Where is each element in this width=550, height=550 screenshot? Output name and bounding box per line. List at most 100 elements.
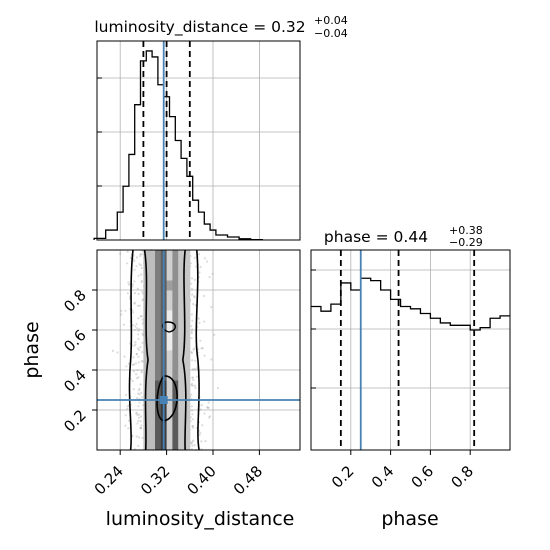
joint-point bbox=[126, 250, 129, 253]
joint-point bbox=[125, 393, 128, 396]
joint-point bbox=[131, 324, 135, 327]
lum-title-param: luminosity_distance bbox=[94, 18, 248, 37]
joint-point bbox=[138, 328, 141, 331]
joint-contour-inner bbox=[156, 375, 178, 422]
phase-xtick-label-3: 0.8 bbox=[447, 462, 477, 492]
joint-point bbox=[134, 341, 137, 344]
joint-density-cell bbox=[178, 430, 191, 441]
joint-point bbox=[133, 363, 136, 366]
joint-point bbox=[203, 412, 206, 415]
joint-point bbox=[190, 330, 193, 333]
joint-density-cell bbox=[172, 410, 179, 421]
joint-density-cell bbox=[143, 370, 156, 381]
joint-density-cell bbox=[143, 250, 156, 261]
joint-point bbox=[208, 416, 211, 419]
joint-point bbox=[140, 424, 143, 427]
joint-point bbox=[199, 408, 202, 411]
joint-point bbox=[203, 257, 207, 260]
joint-point bbox=[122, 323, 126, 326]
joint-point bbox=[206, 406, 209, 409]
joint-point bbox=[200, 403, 203, 407]
joint-point bbox=[203, 354, 206, 357]
joint-density-cell bbox=[143, 410, 156, 421]
joint-point bbox=[137, 274, 140, 277]
joint-density-cell bbox=[172, 440, 179, 451]
joint-point bbox=[208, 415, 212, 418]
joint-point bbox=[197, 317, 200, 320]
joint-point bbox=[136, 304, 140, 307]
joint-density-cell bbox=[166, 350, 173, 361]
joint-density-cell bbox=[155, 370, 162, 381]
joint-point bbox=[135, 435, 138, 438]
joint-density-cell bbox=[166, 270, 173, 281]
joint-point bbox=[190, 325, 193, 328]
joint-density-cell bbox=[166, 380, 173, 391]
joint-point bbox=[191, 426, 194, 429]
joint-point bbox=[133, 280, 136, 283]
joint-point bbox=[137, 348, 140, 351]
phase-title-upper: +0.38 bbox=[449, 224, 483, 237]
joint-point bbox=[135, 352, 138, 356]
joint-density-cell bbox=[155, 320, 162, 331]
joint-point bbox=[140, 391, 143, 394]
joint-point bbox=[116, 351, 119, 354]
joint-density-cell bbox=[155, 400, 162, 411]
joint-point bbox=[141, 341, 144, 344]
joint-density-cell bbox=[143, 420, 156, 431]
joint-point bbox=[191, 368, 194, 371]
joint-point bbox=[127, 281, 130, 284]
joint-point bbox=[126, 405, 129, 408]
joint-point bbox=[135, 373, 138, 376]
joint-density-cell bbox=[166, 420, 173, 431]
joint-density-cell bbox=[143, 280, 156, 291]
joint-point bbox=[206, 260, 209, 263]
joint-point bbox=[191, 328, 194, 331]
joint-point bbox=[141, 351, 144, 354]
joint-point bbox=[141, 396, 144, 399]
joint-point bbox=[135, 411, 138, 414]
joint-density-cell bbox=[155, 440, 162, 451]
joint-point bbox=[190, 313, 193, 316]
xlabel-left: luminosity_distance bbox=[106, 508, 295, 530]
joint-point bbox=[137, 436, 141, 439]
lum-title-upper: +0.04 bbox=[314, 14, 348, 27]
joint-point bbox=[190, 382, 194, 385]
joint-point bbox=[120, 309, 123, 313]
joint-density-cell bbox=[166, 370, 173, 381]
joint-point bbox=[189, 416, 192, 419]
joint-density-cell bbox=[172, 370, 179, 381]
joint-point bbox=[190, 352, 194, 355]
phase-xtick-label-0: 0.2 bbox=[328, 462, 358, 492]
joint-density-cell bbox=[166, 360, 173, 371]
joint-density-cell bbox=[143, 320, 156, 331]
joint-density-cell bbox=[166, 290, 173, 301]
joint-point bbox=[137, 405, 140, 408]
joint-point bbox=[136, 327, 139, 330]
joint-point bbox=[213, 333, 216, 336]
joint-point bbox=[193, 296, 196, 299]
joint-point bbox=[191, 418, 194, 421]
joint-point bbox=[208, 276, 211, 279]
joint-point bbox=[132, 356, 135, 359]
joint-point bbox=[190, 405, 193, 408]
joint-point bbox=[206, 406, 209, 409]
joint-density-cell bbox=[166, 330, 173, 341]
joint-point bbox=[129, 256, 132, 259]
joint-point bbox=[138, 401, 141, 404]
joint-point bbox=[140, 371, 143, 374]
joint-density-cell bbox=[166, 340, 173, 351]
joint-density-cell bbox=[166, 410, 173, 421]
joint-density-cell bbox=[155, 420, 162, 431]
joint-point bbox=[140, 273, 143, 276]
joint-density-cell bbox=[143, 300, 156, 311]
phase-ytick-label-0: 0.2 bbox=[60, 406, 90, 436]
joint-density-cell bbox=[166, 320, 173, 331]
joint-density-cell bbox=[178, 350, 191, 361]
joint-point bbox=[140, 369, 143, 372]
joint-point bbox=[134, 325, 137, 328]
joint-point bbox=[133, 344, 136, 347]
joint-density-cell bbox=[155, 270, 162, 281]
joint-density-cell bbox=[172, 430, 179, 441]
joint-point bbox=[111, 349, 114, 352]
joint-density-cell bbox=[172, 390, 179, 401]
